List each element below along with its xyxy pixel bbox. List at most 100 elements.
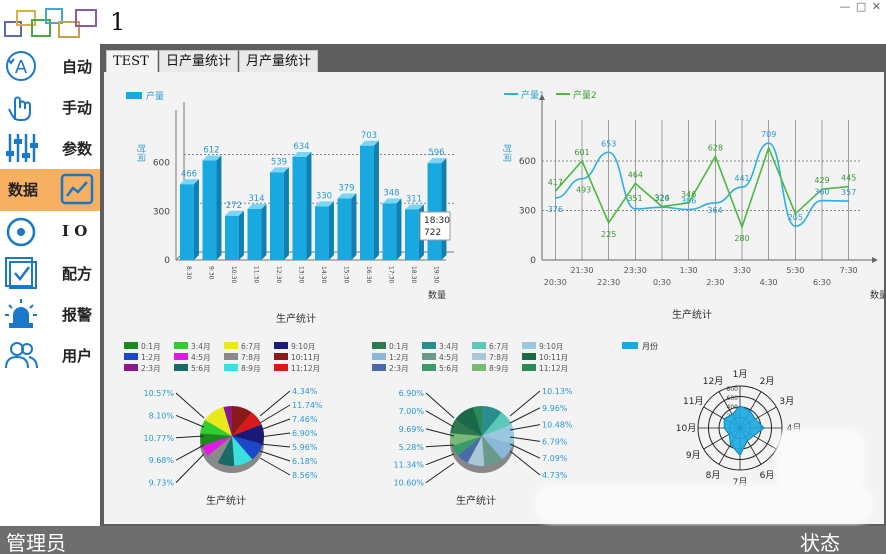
- pie-label: 10.48%: [542, 421, 573, 430]
- sidebar-item-label: 数据: [8, 181, 39, 199]
- window-controls[interactable]: — □ ✕: [839, 0, 882, 13]
- pie-label: 4.34%: [292, 387, 318, 396]
- legend-swatch: [274, 353, 288, 360]
- bar-top: [270, 167, 289, 173]
- bar: [337, 198, 352, 260]
- radar-axis-label: 2月: [760, 376, 775, 387]
- pie-label: 8.56%: [292, 471, 318, 480]
- legend-label-2: 产量2: [573, 89, 597, 101]
- radar-axis-label: 11月: [683, 396, 703, 407]
- pie-leader: [175, 453, 205, 483]
- bar-top: [337, 193, 357, 199]
- data-label-1: 320: [654, 194, 669, 203]
- bar: [247, 208, 262, 260]
- status-label[interactable]: 状态: [800, 531, 840, 554]
- sidebar-item-auto[interactable]: A 自动: [0, 46, 100, 86]
- recipe-icon: [5, 257, 37, 289]
- sidebar-item-data[interactable]: 数据: [0, 169, 100, 211]
- y-tick-label: 0: [530, 256, 536, 266]
- bar-side: [306, 151, 312, 260]
- chart-title: 生产统计: [672, 308, 712, 321]
- pie-label: 10.60%: [393, 479, 424, 488]
- pie-slice: [232, 436, 263, 460]
- y-axis-arrow: [539, 94, 545, 100]
- data-label-2: 417: [548, 178, 563, 187]
- legend-swatch: [472, 353, 486, 360]
- x-tick-label: 20:30: [544, 278, 567, 287]
- pie-leader: [175, 444, 205, 461]
- obscured-area: [776, 428, 866, 494]
- bar-value-label: 596: [428, 148, 444, 158]
- legend-swatch: [522, 364, 536, 371]
- pie-leader: [425, 444, 455, 448]
- tab-daily-stats[interactable]: 日产量统计: [159, 50, 239, 72]
- title-bar: 1 — □ ✕: [0, 0, 886, 44]
- radar-axis-label: 6月: [760, 470, 775, 481]
- data-label-1: 205: [788, 213, 803, 222]
- legend-swatch: [622, 342, 638, 349]
- bar-top: [427, 158, 447, 164]
- pie-leader: [509, 436, 541, 442]
- x-tick-label: 2:30: [706, 278, 724, 287]
- sidebar-item-io[interactable]: I O: [0, 212, 100, 252]
- sidebar-item-alarm[interactable]: 报警: [0, 294, 100, 334]
- legend-label: 2:3月: [141, 364, 161, 373]
- tab-test[interactable]: TEST: [106, 50, 158, 72]
- pie-slice: [232, 436, 253, 466]
- legend-label: 8:9月: [489, 364, 509, 373]
- pie-leader: [259, 390, 291, 417]
- bar: [315, 206, 329, 260]
- pie-slice: [482, 436, 513, 460]
- x-axis-label: 数量: [428, 289, 446, 301]
- pie-leader: [509, 450, 541, 476]
- pie-label: 10.77%: [143, 434, 174, 443]
- pie-label: 6.18%: [292, 457, 318, 466]
- pie-leader: [175, 414, 205, 428]
- bar-side: [238, 210, 244, 260]
- data-label-1: 360: [814, 188, 829, 197]
- bar-side: [193, 179, 199, 260]
- legend-swatch: [124, 353, 138, 360]
- legend-swatch: [372, 364, 386, 371]
- sidebar-item-label: 自动: [62, 58, 93, 76]
- sidebar-item-manual[interactable]: 手动: [0, 87, 100, 127]
- x-tick-label: 4:30: [760, 278, 778, 287]
- data-label-1: 441: [734, 174, 749, 183]
- bar-value-label: 379: [338, 183, 354, 193]
- pie-label: 11.34%: [393, 461, 424, 470]
- sidebar-item-recipe[interactable]: 配方: [0, 253, 100, 293]
- legend-label-1: 产量1: [521, 89, 545, 101]
- data-label-2: 445: [841, 174, 856, 183]
- series-line-2: [554, 145, 849, 230]
- legend-swatch: [422, 364, 436, 371]
- pie-slice: [482, 424, 514, 445]
- legend-swatch: [224, 342, 238, 349]
- bar-value-label: 348: [383, 188, 399, 198]
- legend-swatch: [522, 353, 536, 360]
- pie-leader: [259, 404, 291, 424]
- bar-side: [328, 201, 334, 260]
- sidebar-item-params[interactable]: 参数: [0, 128, 100, 168]
- sidebar-item-label: 用户: [62, 347, 93, 365]
- y-tick-label: 0: [164, 256, 170, 266]
- pie-leader: [509, 443, 541, 459]
- legend-label: 月份: [642, 341, 658, 351]
- x-axis-label: 数量: [870, 289, 884, 301]
- legend-swatch: [472, 342, 486, 349]
- x-tick-label: 3:30: [733, 266, 751, 275]
- pie-slice: [482, 436, 503, 466]
- trend-chart-icon: [60, 173, 94, 205]
- bar-side: [261, 203, 267, 260]
- bar: [360, 145, 374, 260]
- main-area: TEST 日产量统计 月产量统计 产量 时间 0 300 600 466 8:30 612 9:…: [100, 44, 886, 526]
- pie-label: 6.90%: [292, 429, 318, 438]
- legend-label: 11:12月: [291, 364, 320, 373]
- legend-label: 6:7月: [489, 342, 509, 351]
- y-tick-label: 600: [153, 159, 170, 169]
- tab-monthly-stats[interactable]: 月产量统计: [239, 50, 319, 72]
- sidebar-item-users[interactable]: 用户: [0, 335, 100, 375]
- bar-top: [405, 204, 424, 210]
- pie-slice: [232, 424, 264, 445]
